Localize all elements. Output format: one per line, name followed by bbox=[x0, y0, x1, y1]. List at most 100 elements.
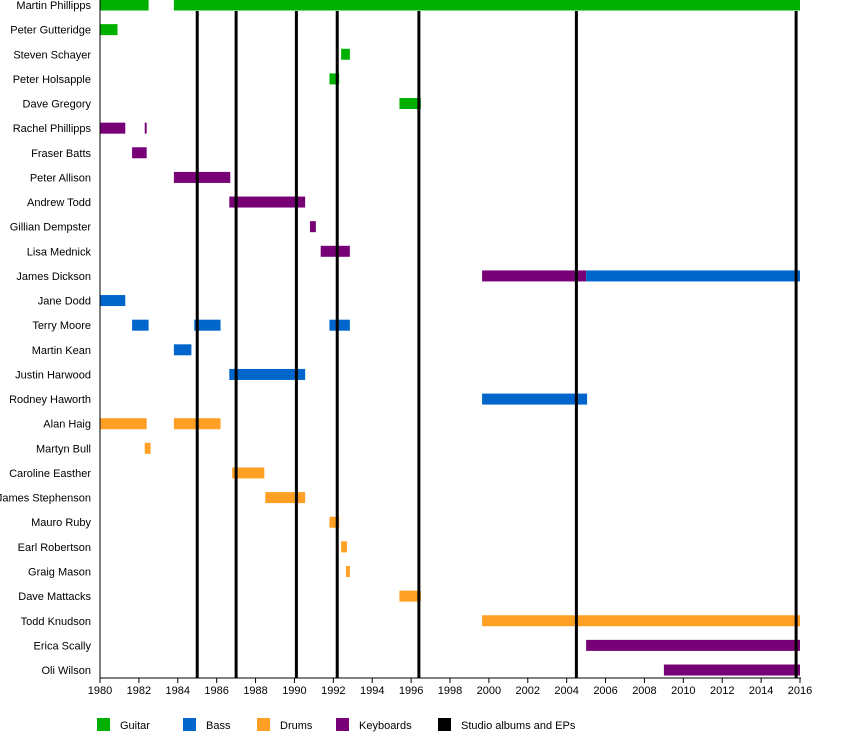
bar-bass bbox=[586, 270, 800, 282]
member-label: Alan Haig bbox=[43, 419, 91, 431]
bar-keyboards bbox=[320, 245, 350, 257]
bar-bass bbox=[194, 319, 221, 331]
bar-bass bbox=[482, 393, 588, 405]
member-label: Todd Knudson bbox=[21, 616, 91, 628]
bar-drums bbox=[232, 467, 265, 479]
legend-swatch-drums bbox=[257, 718, 270, 731]
member-label: Dave Gregory bbox=[23, 99, 92, 111]
member-label: Mauro Ruby bbox=[31, 517, 91, 529]
x-tick-label: 1982 bbox=[127, 685, 151, 697]
x-tick-label: 2002 bbox=[516, 685, 540, 697]
x-tick-label: 1990 bbox=[282, 685, 306, 697]
bar-bass bbox=[100, 295, 126, 307]
member-label: Steven Schayer bbox=[13, 49, 91, 61]
member-label: Lisa Mednick bbox=[27, 246, 92, 258]
bar-guitar bbox=[399, 98, 421, 110]
bar-keyboards bbox=[229, 196, 306, 208]
member-label: Peter Holsapple bbox=[13, 74, 91, 86]
member-label: Andrew Todd bbox=[27, 197, 91, 209]
member-label: Rodney Haworth bbox=[9, 394, 91, 406]
legend-swatch-guitar bbox=[97, 718, 110, 731]
member-label: Peter Allison bbox=[30, 172, 91, 184]
album-line bbox=[794, 11, 798, 678]
legend-swatch-keyboards bbox=[336, 718, 349, 731]
bar-bass bbox=[229, 368, 306, 380]
album-line bbox=[574, 11, 578, 678]
member-label: Martyn Bull bbox=[36, 443, 91, 455]
member-label: Earl Robertson bbox=[18, 542, 91, 554]
x-tick-label: 1984 bbox=[166, 685, 190, 697]
bar-keyboards bbox=[144, 122, 147, 134]
legend-label: Guitar bbox=[120, 720, 150, 732]
x-tick-label: 2006 bbox=[593, 685, 617, 697]
legend-swatch-studio bbox=[438, 718, 451, 731]
album-line bbox=[294, 11, 298, 678]
legend-label: Bass bbox=[206, 720, 231, 732]
x-tick-label: 1980 bbox=[88, 685, 112, 697]
bar-guitar bbox=[329, 73, 340, 85]
x-tick-label: 2008 bbox=[632, 685, 656, 697]
album-line bbox=[335, 11, 339, 678]
bar-keyboards bbox=[586, 639, 800, 651]
x-tick-label: 1996 bbox=[399, 685, 423, 697]
bar-keyboards bbox=[100, 122, 126, 134]
member-label: Caroline Easther bbox=[9, 468, 91, 480]
member-label: Graig Mason bbox=[28, 566, 91, 578]
member-label: Peter Gutteridge bbox=[10, 25, 91, 37]
bar-guitar bbox=[341, 48, 350, 60]
x-axis: 1980 1982 1984 1986 1988 1990 1992 1994 1996 1998… bbox=[88, 0, 812, 697]
bar-keyboards bbox=[482, 270, 587, 282]
legend-swatch-bass bbox=[183, 718, 196, 731]
member-label: Oli Wilson bbox=[41, 665, 91, 677]
x-tick-label: 1986 bbox=[204, 685, 228, 697]
album-line bbox=[195, 11, 199, 678]
bar-keyboards bbox=[663, 664, 800, 676]
bar-drums bbox=[482, 615, 800, 627]
x-tick-label: 2010 bbox=[671, 685, 695, 697]
album-line bbox=[417, 11, 421, 678]
member-label: James Dickson bbox=[16, 271, 91, 283]
album-line bbox=[234, 11, 238, 678]
x-tick-label: 2004 bbox=[554, 685, 578, 697]
bar-drums bbox=[265, 492, 306, 504]
x-tick-label: 2012 bbox=[710, 685, 734, 697]
member-label: Dave Mattacks bbox=[18, 591, 91, 603]
member-label: Gillian Dempster bbox=[10, 222, 92, 234]
legend: Guitar Bass Drums Keyboards Studio albums an… bbox=[97, 718, 576, 732]
legend-label: Drums bbox=[280, 720, 313, 732]
bar-drums bbox=[399, 590, 421, 602]
legend-label: Studio albums and EPs bbox=[461, 720, 576, 732]
bar-drums bbox=[144, 442, 151, 454]
x-tick-label: 1994 bbox=[360, 685, 384, 697]
legend-label: Keyboards bbox=[359, 720, 412, 732]
bar-guitar bbox=[100, 24, 118, 36]
album-lines bbox=[195, 11, 798, 678]
bar-bass bbox=[132, 319, 149, 331]
x-tick-label: 1988 bbox=[243, 685, 267, 697]
x-tick-label: 2016 bbox=[788, 685, 812, 697]
member-label: Jane Dodd bbox=[38, 296, 91, 308]
member-label: Erica Scally bbox=[34, 640, 92, 652]
x-tick-label: 2000 bbox=[477, 685, 501, 697]
member-label: Martin Kean bbox=[32, 345, 91, 357]
bar-keyboards bbox=[132, 147, 147, 159]
bar-bass bbox=[173, 344, 192, 356]
bar-drums bbox=[345, 565, 350, 577]
bar-drums bbox=[341, 541, 347, 553]
bar-keyboards bbox=[310, 221, 316, 233]
member-label: Rachel Phillipps bbox=[13, 123, 92, 135]
member-label: James Stephenson bbox=[0, 493, 91, 505]
member-label: Fraser Batts bbox=[31, 148, 91, 160]
bar-drums bbox=[100, 418, 147, 430]
bar-drums bbox=[329, 516, 340, 528]
member-label: Terry Moore bbox=[32, 320, 91, 332]
member-labels: Martin Phillipps Peter Gutteridge Steven S… bbox=[0, 0, 91, 677]
member-label: Martin Phillipps bbox=[16, 0, 91, 12]
member-label: Justin Harwood bbox=[15, 369, 91, 381]
bar-guitar bbox=[173, 0, 800, 11]
member-bars bbox=[100, 0, 800, 676]
bar-guitar bbox=[100, 0, 149, 11]
x-tick-label: 2014 bbox=[749, 685, 773, 697]
bar-keyboards bbox=[173, 171, 231, 183]
